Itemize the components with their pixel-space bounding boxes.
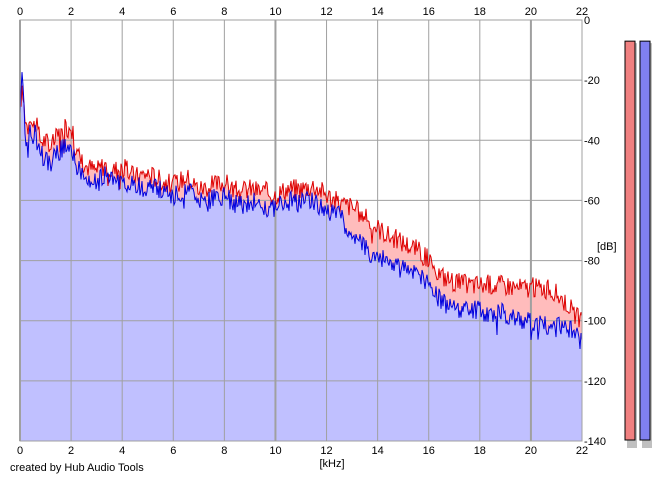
x-tick-top-7: 14: [372, 6, 384, 18]
x-axis-label: [kHz]: [319, 458, 344, 470]
x-tick-bottom-1: 2: [68, 445, 74, 457]
x-tick-top-5: 10: [269, 6, 281, 18]
x-tick-top-3: 6: [170, 6, 176, 18]
x-tick-bottom-11: 22: [576, 445, 588, 457]
y-tick-4: -80: [584, 256, 600, 268]
x-tick-bottom-0: 0: [17, 445, 23, 457]
level-meter-1: [639, 40, 651, 441]
y-tick-5: -100: [584, 316, 606, 328]
plot-frame: [19, 19, 583, 442]
x-tick-bottom-4: 8: [221, 445, 227, 457]
y-tick-1: -20: [584, 75, 600, 87]
tick-labels: 002244668810101212141416161818202022220-…: [17, 6, 606, 457]
x-tick-top-1: 2: [68, 6, 74, 18]
y-tick-2: -40: [584, 135, 600, 147]
x-tick-bottom-10: 20: [525, 445, 537, 457]
x-tick-bottom-2: 4: [119, 445, 125, 457]
y-tick-0: 0: [584, 15, 590, 27]
x-tick-top-9: 18: [474, 6, 486, 18]
y-tick-3: -60: [584, 195, 600, 207]
x-tick-bottom-8: 16: [423, 445, 435, 457]
x-tick-top-2: 4: [119, 6, 125, 18]
y-tick-7: -140: [584, 436, 606, 448]
y-axis-label: [dB]: [597, 241, 617, 253]
x-tick-top-0: 0: [17, 6, 23, 18]
x-tick-bottom-5: 10: [269, 445, 281, 457]
level-meter-0: [624, 40, 636, 441]
x-tick-top-4: 8: [221, 6, 227, 18]
x-tick-top-11: 22: [576, 6, 588, 18]
x-tick-bottom-9: 18: [474, 445, 486, 457]
series-fill-1: [20, 72, 582, 441]
x-tick-bottom-7: 14: [372, 445, 384, 457]
series-line-0: [19, 85, 583, 328]
x-tick-bottom-3: 6: [170, 445, 176, 457]
x-tick-top-8: 16: [423, 6, 435, 18]
x-tick-top-10: 20: [525, 6, 537, 18]
x-tick-bottom-6: 12: [320, 445, 332, 457]
level-meters: [624, 40, 652, 448]
series-fills: [20, 72, 582, 441]
series-line-1: [19, 72, 583, 350]
x-tick-top-6: 12: [320, 6, 332, 18]
series-lines: [19, 72, 583, 350]
y-tick-6: -120: [584, 376, 606, 388]
credit-text: created by Hub Audio Tools: [10, 462, 144, 474]
